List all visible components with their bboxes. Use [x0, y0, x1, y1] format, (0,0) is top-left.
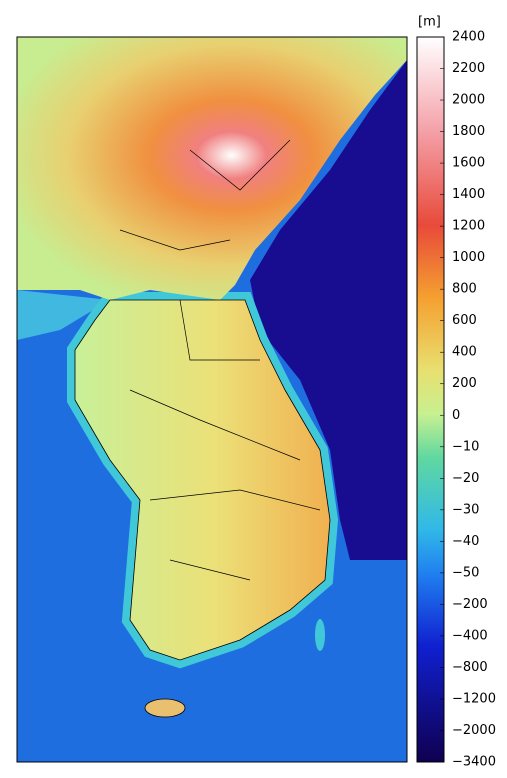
colorbar-label: 600	[452, 313, 477, 328]
colorbar-label: −10	[452, 439, 479, 454]
shallow-sea	[17, 290, 110, 340]
colorbar-unit: [m]	[418, 15, 441, 30]
colorbar-label: −3400	[452, 755, 496, 770]
colorbar-label: 1400	[452, 187, 485, 202]
colorbar-label: 0	[452, 408, 460, 423]
colorbar-label: −1200	[452, 691, 496, 706]
colorbar-label: 2400	[452, 30, 485, 45]
colorbar-label: 2200	[452, 61, 485, 76]
colorbar-label: 2000	[452, 93, 485, 108]
colorbar	[416, 36, 445, 763]
jeju	[144, 698, 186, 718]
colorbar-label: −40	[452, 534, 479, 549]
northern-land	[17, 37, 407, 300]
colorbar-label: 200	[452, 376, 477, 391]
colorbar-label: 400	[452, 345, 477, 360]
colorbar-label: 1800	[452, 124, 485, 139]
colorbar-label: −200	[452, 597, 488, 612]
colorbar-label: 1000	[452, 250, 485, 265]
map-frame	[16, 36, 408, 763]
colorbar-label: −30	[452, 502, 479, 517]
colorbar-label: −400	[452, 628, 488, 643]
colorbar-label: 800	[452, 282, 477, 297]
colorbar-label: −800	[452, 660, 488, 675]
tsushima	[315, 619, 325, 651]
map	[16, 36, 408, 763]
colorbar-label: −20	[452, 471, 479, 486]
east-sea	[250, 60, 407, 560]
borders	[119, 139, 321, 581]
colorbar-label: −50	[452, 565, 479, 580]
colorbar-label: 1200	[452, 219, 485, 234]
colorbar-label: 1600	[452, 156, 485, 171]
peninsula	[74, 299, 331, 661]
colorbar-label: −2000	[452, 723, 496, 738]
